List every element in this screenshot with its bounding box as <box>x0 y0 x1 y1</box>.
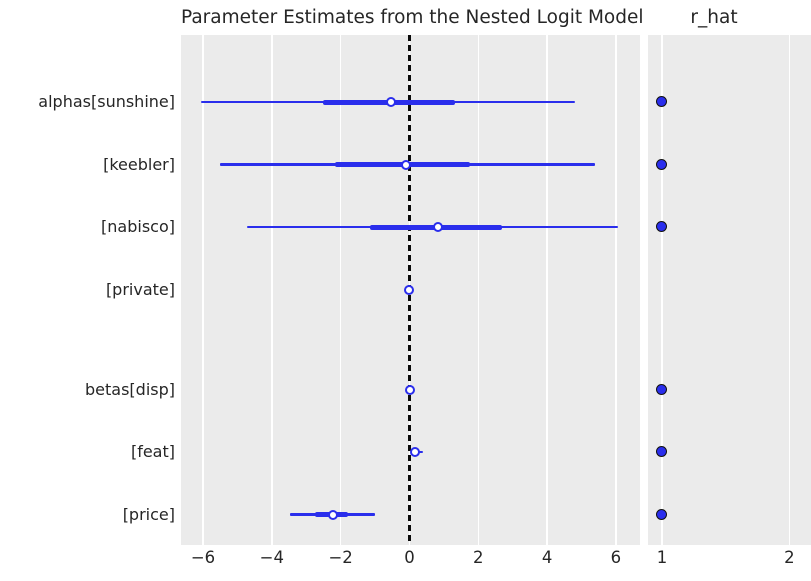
x-tick-label: 1 <box>656 548 668 567</box>
y-axis-label: [price] <box>122 504 175 524</box>
x-tick-label: −4 <box>259 548 284 567</box>
forest-panel <box>181 35 640 545</box>
y-axis-label: [feat] <box>130 442 175 461</box>
y-axis-label: [private] <box>105 279 175 299</box>
gridline <box>788 35 791 545</box>
x-tick-label: −6 <box>190 548 216 567</box>
y-axis-label: alphas[sunshine] <box>38 92 175 111</box>
rhat-dot <box>656 96 667 107</box>
rhat-title: r_hat <box>690 7 738 28</box>
rhat-dot <box>656 508 667 520</box>
y-axis-label: [nabisco] <box>101 217 175 236</box>
x-tick-label: 2 <box>473 548 484 567</box>
rhat-dot <box>656 158 667 170</box>
rhat-dot <box>656 221 667 232</box>
x-tick-label: 0 <box>404 548 415 567</box>
x-tick-label: 2 <box>784 548 795 567</box>
x-tick-label: −2 <box>328 548 353 567</box>
gridline <box>615 35 617 545</box>
median-marker <box>433 222 444 232</box>
median-marker <box>401 159 412 170</box>
y-axis-label: betas[disp] <box>85 379 175 399</box>
median-marker <box>404 284 415 295</box>
gridline <box>339 35 342 545</box>
x-tick-label: 6 <box>610 548 622 567</box>
gridline <box>271 35 273 545</box>
chart-title: Parameter Estimates from the Nested Logi… <box>181 7 644 28</box>
median-marker <box>386 97 397 107</box>
median-marker <box>409 447 420 457</box>
y-axis-label: [keebler] <box>103 154 175 174</box>
rhat-dot <box>656 383 667 395</box>
gridline <box>661 35 663 545</box>
x-tick-label: 4 <box>541 548 553 567</box>
median-marker <box>404 384 415 395</box>
gridline <box>546 35 548 545</box>
gridline <box>202 35 204 545</box>
median-marker <box>328 509 339 520</box>
gridline <box>477 35 480 545</box>
rhat-dot <box>656 446 667 457</box>
rhat-panel <box>648 35 811 545</box>
